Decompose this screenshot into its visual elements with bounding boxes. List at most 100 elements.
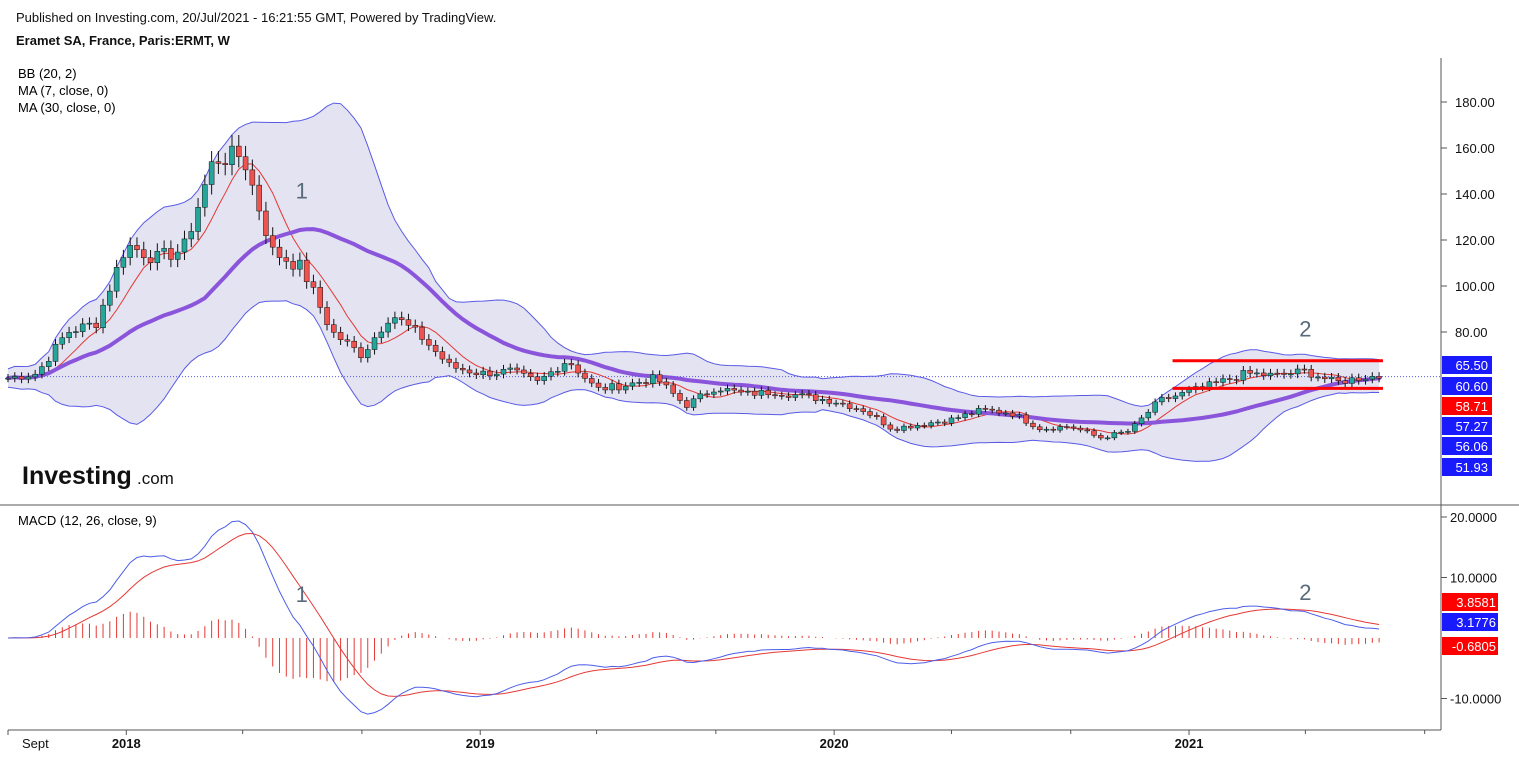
candle-body <box>996 409 1002 414</box>
candle-body <box>1003 412 1009 415</box>
candle-body <box>1036 426 1043 430</box>
candle-body <box>609 383 615 391</box>
candle-body <box>426 339 432 346</box>
candle-body <box>1023 414 1029 424</box>
candle-body <box>439 351 446 360</box>
candle-body <box>514 367 520 371</box>
time-tick-label: 2019 <box>466 736 495 751</box>
candle-body <box>1077 427 1084 431</box>
price-label: 58.71 <box>1455 399 1488 414</box>
candle-body <box>290 261 296 270</box>
candle-body <box>507 367 514 370</box>
price-label: 65.50 <box>1455 358 1488 373</box>
macd-label-box <box>1442 593 1498 611</box>
macd-annotation-1: 1 <box>296 582 308 607</box>
candle-body <box>412 325 419 328</box>
price-tick-label: 80.00 <box>1455 325 1488 340</box>
candle-body <box>52 343 59 362</box>
candle-body <box>880 416 887 426</box>
candle-body <box>745 390 751 393</box>
ma30-line <box>6 227 1382 426</box>
candle-body <box>1172 395 1179 399</box>
price-label-box <box>1442 356 1492 374</box>
candle-body <box>575 364 581 374</box>
candle-body <box>1369 376 1376 380</box>
candle-body <box>93 322 99 328</box>
candle-body <box>656 374 663 383</box>
candle-body <box>588 378 595 384</box>
candle-body <box>168 248 174 260</box>
bollinger-lower-line <box>7 300 1380 462</box>
candle-body <box>860 408 866 412</box>
macd-label: -0.6805 <box>1452 639 1496 654</box>
candle-body <box>541 375 547 381</box>
price-tick-label: 140.00 <box>1455 187 1495 202</box>
candle-body <box>874 415 880 417</box>
published-caption: Published on Investing.com, 20/Jul/2021 … <box>16 10 497 25</box>
candle-body <box>181 238 188 253</box>
time-tick-label: Sept <box>22 736 49 751</box>
investing-logo: Investing .com <box>22 462 174 490</box>
legend-macd: MACD (12, 26, close, 9) <box>18 513 157 528</box>
candle-body <box>826 399 833 404</box>
candle-body <box>962 413 968 418</box>
candle-body <box>113 267 120 292</box>
candle-body <box>1294 368 1301 375</box>
candle-body <box>833 402 839 405</box>
candle-body <box>1288 373 1294 376</box>
candle-body <box>249 169 256 186</box>
candle-body <box>568 363 575 366</box>
macd-label: 3.1776 <box>1456 615 1496 630</box>
candle-body <box>1165 397 1172 399</box>
candle-body <box>263 210 269 236</box>
candle-body <box>487 370 493 377</box>
candle-body <box>161 248 167 252</box>
price-label-box <box>1442 458 1492 476</box>
candle-body <box>371 337 378 350</box>
candle-body <box>1131 423 1138 432</box>
candle-body <box>1098 435 1104 439</box>
candle-body <box>724 388 731 392</box>
price-tick-label: 120.00 <box>1455 233 1495 248</box>
candle-body <box>616 383 622 391</box>
candle-body <box>785 395 792 398</box>
candle-body <box>1030 422 1036 428</box>
candle-body <box>1355 377 1362 381</box>
candle-body <box>555 371 561 373</box>
candle-body <box>636 382 642 384</box>
candle-body <box>107 290 113 306</box>
candle-body <box>256 184 262 212</box>
price-label: 60.60 <box>1455 379 1488 394</box>
candle-body <box>1138 417 1145 424</box>
candle-body <box>969 413 975 416</box>
price-tick-label: 100.00 <box>1455 279 1495 294</box>
macd-tick-label: 10.0000 <box>1450 571 1497 586</box>
candle-body <box>1179 392 1186 397</box>
candle-body <box>1152 401 1158 413</box>
macd-tick-label: 20.0000 <box>1450 510 1497 525</box>
candle-body <box>955 417 962 419</box>
candle-body <box>460 368 466 371</box>
candle-body <box>419 326 425 340</box>
candle-body <box>799 393 805 396</box>
candle-body <box>1342 380 1348 384</box>
candle-body <box>853 408 860 410</box>
wave-annotation-1: 1 <box>296 179 308 204</box>
candle-body <box>310 281 317 288</box>
candle-body <box>921 425 928 427</box>
price-label-box <box>1442 377 1492 395</box>
candle-body <box>1064 426 1070 428</box>
macd-label: 3.8581 <box>1456 595 1496 610</box>
candle-body <box>1281 372 1287 375</box>
candle-body <box>100 304 106 328</box>
candle-body <box>697 393 704 400</box>
candle-body <box>1227 378 1233 380</box>
price-label-box <box>1442 417 1492 435</box>
candle-body <box>751 390 758 396</box>
candle-body <box>527 373 534 378</box>
price-label: 57.27 <box>1455 419 1488 434</box>
candle-body <box>1070 426 1077 429</box>
candle-body <box>1308 369 1314 378</box>
